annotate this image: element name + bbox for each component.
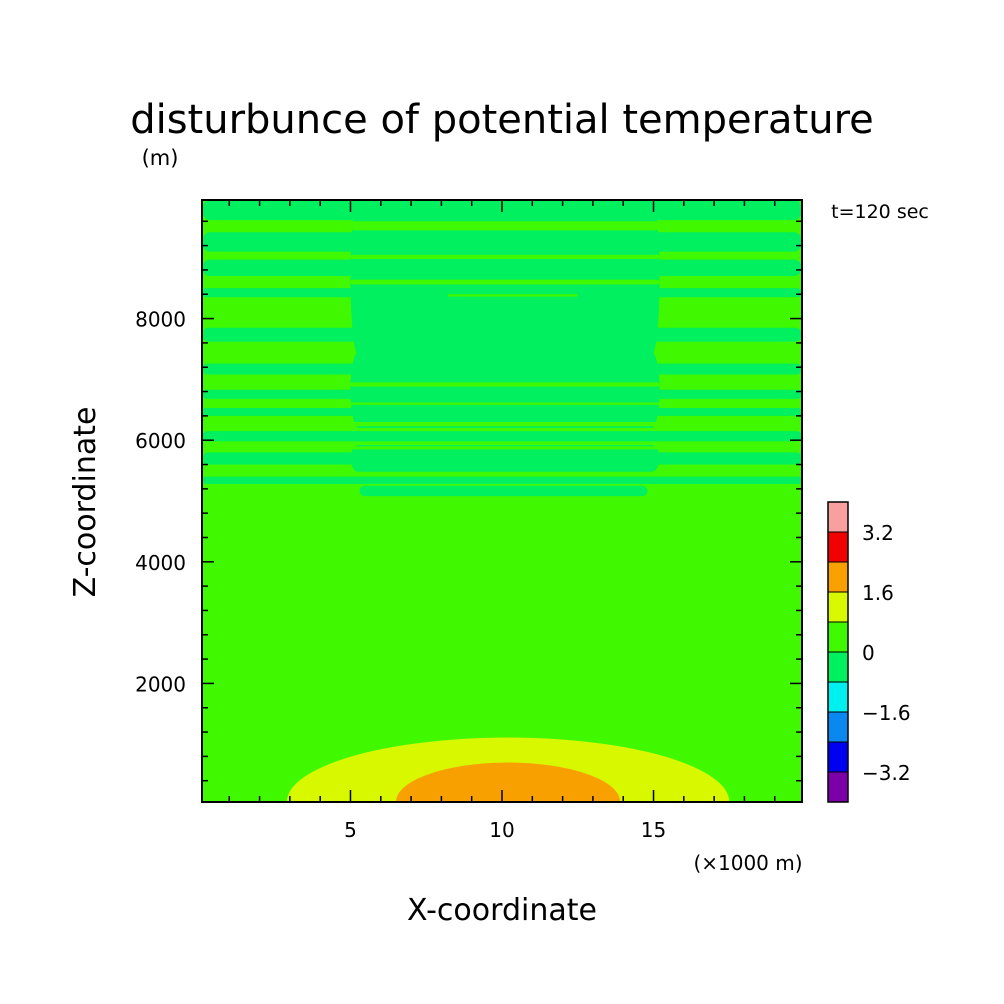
- contour-band-17: [350, 279, 660, 285]
- y-tick-label: 2000: [135, 672, 186, 696]
- y-tick-label: 8000: [135, 308, 186, 332]
- colorbar-swatch-6: [827, 591, 849, 623]
- x-tick-label: 15: [641, 818, 666, 842]
- contour-band-11: [350, 200, 660, 356]
- contour-band-15: [350, 221, 660, 231]
- plot-area: [202, 200, 802, 802]
- colorbar-swatch-8: [827, 531, 849, 563]
- colorbar-label: 3.2: [862, 521, 894, 545]
- colorbar-label: 1.6: [862, 581, 894, 605]
- contour-band-21: [350, 421, 660, 427]
- contour-band-14: [359, 485, 648, 497]
- colorbar-swatch-2: [827, 711, 849, 743]
- contour-band-8: [202, 431, 802, 442]
- warm-anomaly-1: [395, 762, 621, 802]
- contour-band-22: [350, 446, 660, 450]
- x-tick-label: 5: [344, 818, 357, 842]
- chart-title: disturbunce of potential temperature: [130, 97, 874, 143]
- colorbar-swatch-7: [827, 561, 849, 593]
- colorbar-frame: [827, 501, 849, 803]
- colorbar-swatch-4: [827, 651, 849, 683]
- contour-band-23: [350, 472, 660, 476]
- colorbar-label: −3.2: [862, 761, 911, 785]
- contour-band-20: [350, 402, 660, 405]
- colorbar: −3.2 −1.6 0 1.6 3.2: [827, 501, 911, 803]
- contour-band-16: [350, 254, 660, 259]
- colorbar-swatch-0: [827, 771, 849, 803]
- colorbar-swatch-3: [827, 681, 849, 713]
- axes: 5 10 15 2000 4000 6000 8000: [135, 199, 803, 842]
- colorbar-swatch-9: [827, 501, 849, 533]
- colorbar-label: −1.6: [862, 701, 911, 725]
- colorbar-label: 0: [862, 641, 875, 665]
- contour-band-13: [350, 445, 660, 472]
- colorbar-swatch-5: [827, 621, 849, 653]
- time-label: t=120 sec: [831, 201, 929, 223]
- x-unit-label: (×1000 m): [693, 851, 802, 875]
- contour-band-19: [350, 382, 660, 387]
- contour-band-10: [202, 476, 802, 484]
- x-axis-label: X-coordinate: [407, 893, 597, 928]
- contour-band-18: [447, 294, 578, 297]
- y-tick-label: 6000: [135, 429, 186, 453]
- y-tick-label: 4000: [135, 551, 186, 575]
- unit-label: (m): [142, 146, 179, 170]
- y-axis-label: Z-coordinate: [68, 407, 103, 598]
- colorbar-swatch-1: [827, 741, 849, 773]
- x-tick-label: 10: [489, 818, 514, 842]
- contour-band-12: [350, 352, 660, 429]
